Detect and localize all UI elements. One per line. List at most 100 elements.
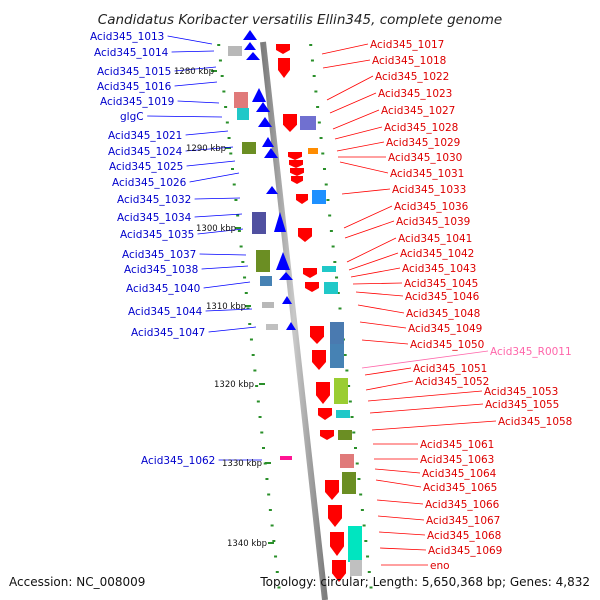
- leader-line-left: [189, 172, 240, 183]
- leader-line-right: [332, 109, 380, 130]
- gene-label-right[interactable]: Acid345_1064: [422, 468, 497, 480]
- gene-label-left[interactable]: Acid345_1047: [131, 327, 205, 339]
- scale-label-1310: 1310 kbp: [206, 302, 246, 312]
- gene-domain-box: [348, 526, 362, 562]
- tick-mark-left: [227, 137, 231, 139]
- gene-domain-box: [252, 212, 266, 234]
- leader-line-left: [208, 326, 257, 333]
- gene-label-left[interactable]: Acid345_1013: [90, 31, 164, 43]
- gene-label-right[interactable]: Acid345_1052: [415, 376, 489, 388]
- tick-mark-right: [350, 416, 354, 418]
- leader-line-right: [334, 126, 383, 140]
- gene-label-left[interactable]: Acid345_1014: [94, 47, 169, 59]
- gene-label-right[interactable]: Acid345_1068: [427, 530, 501, 542]
- scale-label-1280: 1280 kbp: [174, 67, 214, 77]
- leader-line-right: [361, 339, 409, 345]
- gene-label-right[interactable]: eno: [430, 560, 450, 572]
- gene-label-right[interactable]: Acid345_1061: [420, 439, 494, 451]
- gene-label-right[interactable]: Acid345_1031: [390, 168, 464, 180]
- gene-label-right[interactable]: Acid345_1055: [485, 399, 559, 411]
- gene-label-right[interactable]: Acid345_1036: [394, 201, 469, 213]
- leader-line-left: [201, 265, 249, 270]
- gene-label-right[interactable]: Acid345_1049: [408, 323, 482, 335]
- gene-label-left[interactable]: glgC: [120, 111, 144, 123]
- gene-label-right[interactable]: Acid345_1042: [400, 248, 474, 260]
- gene-label-right[interactable]: Acid345_1030: [388, 152, 462, 164]
- gene-labels: Acid345_1013 Acid345_1014 Acid345_1015 Acid…: [90, 31, 572, 572]
- scale-tick: [235, 227, 241, 229]
- gene-label-left[interactable]: Acid345_1034: [117, 212, 192, 224]
- gene-label-left[interactable]: Acid345_1021: [108, 130, 182, 142]
- gene-label-right[interactable]: Acid345_1050: [410, 339, 484, 351]
- gene-label-left[interactable]: Acid345_1037: [122, 249, 196, 261]
- gene-label-right[interactable]: Acid345_1051: [413, 363, 487, 375]
- tick-mark-right: [310, 59, 314, 62]
- tick-mark-right: [324, 183, 328, 186]
- leader-line-left: [185, 146, 234, 152]
- gene-label-left[interactable]: Acid345_1032: [117, 194, 191, 206]
- rna-label-right[interactable]: Acid345_R0011: [490, 346, 572, 358]
- gene-domain-box: [266, 324, 278, 330]
- tick-mark-left: [244, 292, 248, 294]
- gene-label-right[interactable]: Acid345_1039: [396, 216, 470, 228]
- gene-label-left[interactable]: Acid345_1024: [108, 146, 183, 158]
- gene-label-left[interactable]: Acid345_1015: [97, 66, 171, 78]
- gene-label-left[interactable]: Acid345_1016: [97, 81, 172, 93]
- forward-gene-arrow: [252, 88, 266, 102]
- reverse-gene-arrow: [310, 326, 324, 344]
- gene-label-left[interactable]: Acid345_1038: [124, 264, 198, 276]
- gene-domain-box: [262, 302, 274, 308]
- gene-label-right[interactable]: Acid345_1067: [426, 515, 500, 527]
- gene-label-left[interactable]: Acid345_1062: [141, 455, 215, 467]
- gene-domain-box: [237, 108, 249, 120]
- tick-mark-left: [234, 199, 238, 201]
- gene-label-right[interactable]: Acid345_1022: [375, 71, 449, 83]
- gene-label-left[interactable]: Acid345_1044: [128, 306, 203, 318]
- tick-mark-right: [326, 199, 330, 201]
- gene-label-right[interactable]: Acid345_1048: [406, 308, 480, 320]
- gene-label-left[interactable]: Acid345_1019: [100, 96, 174, 108]
- tick-mark-right: [321, 152, 325, 155]
- leader-line-left: [147, 115, 223, 118]
- tick-mark-left: [272, 540, 276, 542]
- gene-label-right[interactable]: Acid345_1043: [402, 263, 476, 275]
- leader-line-left: [197, 228, 244, 235]
- gene-label-right[interactable]: Acid345_1045: [404, 278, 478, 290]
- gene-label-left[interactable]: Acid345_1035: [120, 229, 194, 241]
- gene-label-right[interactable]: Acid345_1058: [498, 416, 572, 428]
- gene-label-right[interactable]: Acid345_1027: [381, 105, 455, 117]
- gene-label-right[interactable]: Acid345_1029: [386, 137, 460, 149]
- gene-domain-box: [350, 560, 362, 576]
- forward-gene-arrow: [276, 252, 290, 270]
- gene-label-right[interactable]: Acid345_1028: [384, 122, 458, 134]
- gene-label-right[interactable]: Acid345_1066: [425, 499, 500, 511]
- gene-label-right[interactable]: Acid345_1041: [398, 233, 472, 245]
- gene-label-right[interactable]: Acid345_1017: [370, 39, 444, 51]
- gene-label-right[interactable]: Acid345_1018: [372, 55, 446, 67]
- leader-line-right: [365, 380, 414, 391]
- gene-label-left[interactable]: Acid345_1025: [109, 161, 183, 173]
- forward-gene-arrow: [246, 52, 260, 60]
- map-title: Candidatus Koribacter versatilis Ellin34…: [98, 12, 502, 28]
- gene-label-left[interactable]: Acid345_1040: [126, 283, 200, 295]
- tick-mark-left: [270, 524, 274, 527]
- tick-mark-right: [367, 571, 371, 573]
- tick-mark-right: [362, 524, 366, 527]
- gene-label-right[interactable]: Acid345_1053: [484, 386, 558, 398]
- scale-tick: [259, 383, 265, 385]
- gene-label-right[interactable]: Acid345_1033: [392, 184, 466, 196]
- tick-mark-right: [329, 230, 333, 232]
- gene-label-right[interactable]: Acid345_1065: [423, 482, 497, 494]
- tick-mark-right: [360, 509, 364, 511]
- gene-domain-box: [338, 430, 352, 440]
- gene-label-right[interactable]: Acid345_1069: [428, 545, 502, 557]
- leader-line-left: [167, 35, 213, 45]
- gene-label-right[interactable]: Acid345_1046: [405, 291, 480, 303]
- tick-mark-right: [319, 137, 323, 139]
- gene-label-left[interactable]: Acid345_1026: [112, 177, 187, 189]
- scale-label-1300: 1300 kbp: [196, 224, 236, 234]
- gene-label-right[interactable]: Acid345_1023: [378, 88, 452, 100]
- gene-label-right[interactable]: Acid345_1063: [420, 454, 494, 466]
